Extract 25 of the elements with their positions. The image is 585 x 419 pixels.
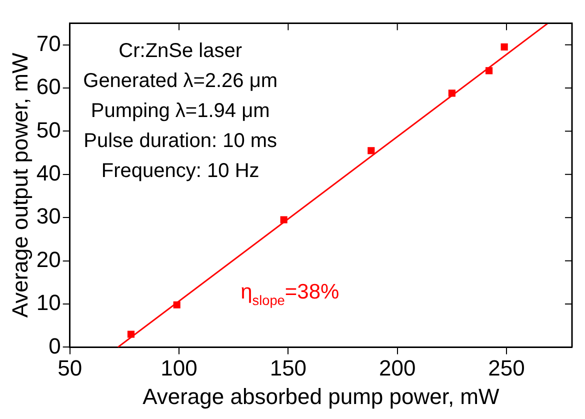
point <box>500 43 508 50</box>
annotation: Cr:ZnSe laser <box>118 40 242 62</box>
x-tick-label: 250 <box>488 355 525 380</box>
x-axis-title: Average absorbed pump power, mW <box>142 384 500 409</box>
y-tick-label: 50 <box>36 117 61 142</box>
y-tick-label: 40 <box>36 160 61 186</box>
annotation: Frequency: 10 Hz <box>101 160 260 182</box>
annotation: Pulse duration: 10 ms <box>84 130 278 152</box>
x-tick-label: 200 <box>378 355 416 380</box>
x-tick-label: 150 <box>270 355 307 380</box>
y-tick-label: 20 <box>36 246 61 272</box>
point <box>280 216 288 224</box>
x-tick-label: 100 <box>160 355 198 380</box>
point <box>486 67 493 74</box>
y-tick-label: 70 <box>36 30 61 56</box>
y-axis-title: Average output power, mW <box>7 52 32 318</box>
annotation: Generated λ=2.26 μm <box>83 70 278 92</box>
y-tick-label: 30 <box>36 204 61 229</box>
point <box>448 90 456 97</box>
y-tick-label: 10 <box>36 290 61 316</box>
point <box>173 301 180 308</box>
point <box>368 147 375 154</box>
annotation: Pumping λ=1.94 μm <box>90 100 270 122</box>
y-tick-label: 60 <box>36 74 61 100</box>
point <box>127 330 135 338</box>
